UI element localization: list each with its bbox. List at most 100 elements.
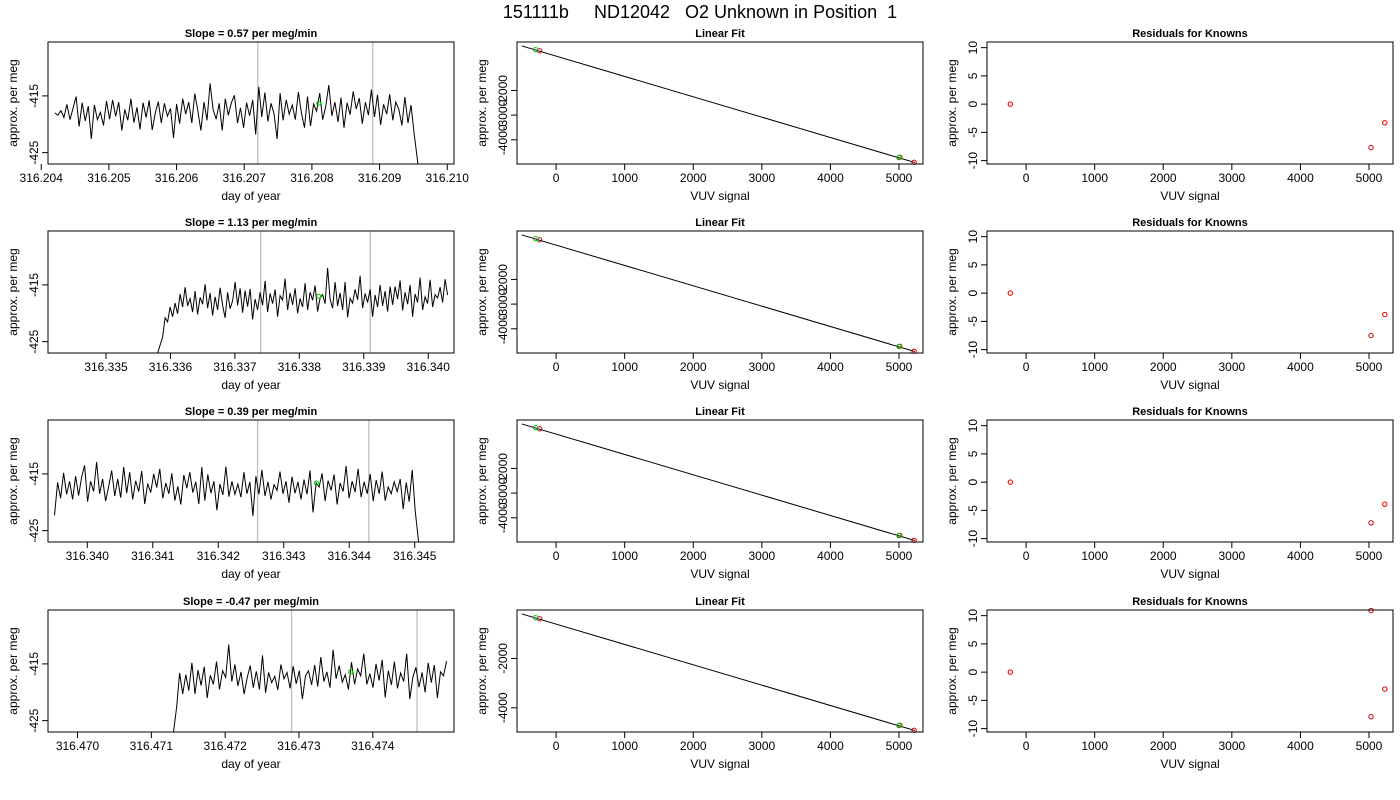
known-point	[1007, 479, 1014, 485]
x-tick-label: 316.335	[84, 360, 128, 374]
x-tick-label: 3000	[748, 171, 775, 185]
y-tick-label: -4000	[496, 692, 510, 723]
x-tick-label: 4000	[817, 739, 844, 753]
y-axis-label: approx. per meg	[475, 437, 489, 524]
plot-frame	[47, 419, 455, 543]
y-axis-label: approx. per meg	[6, 437, 20, 524]
x-tick-label: 1000	[611, 360, 638, 374]
y-tick-label: 10	[966, 41, 980, 55]
y-axis-label: approx. per meg	[6, 627, 20, 714]
chart-title: Residuals for Knowns	[1132, 28, 1248, 40]
plot-frame	[516, 230, 924, 354]
x-axis-label: day of year	[221, 567, 280, 581]
x-tick-label: 1000	[1081, 360, 1108, 374]
y-tick-label: 0	[966, 289, 980, 296]
x-tick-label: 316.341	[131, 549, 175, 563]
y-tick-label: -3000	[496, 99, 510, 130]
x-tick-label: 5000	[886, 549, 913, 563]
plot-frame	[47, 230, 455, 354]
y-tick-label: -425	[27, 329, 41, 353]
x-tick-label: 0	[553, 171, 560, 185]
fit-line	[521, 45, 915, 163]
x-tick-label: 2000	[680, 360, 707, 374]
x-tick-label: 4000	[817, 360, 844, 374]
data-trace	[157, 267, 449, 353]
x-tick-label: 3000	[1218, 739, 1245, 753]
x-tick-label: 4000	[1287, 171, 1314, 185]
y-tick-label: 0	[966, 100, 980, 107]
x-tick-label: 2000	[680, 171, 707, 185]
x-tick-label: 2000	[1150, 739, 1177, 753]
x-tick-label: 1000	[1081, 739, 1108, 753]
x-axis-label: day of year	[221, 189, 280, 203]
x-axis-label: VUV signal	[690, 378, 749, 392]
x-tick-label: 4000	[1287, 360, 1314, 374]
y-axis-label: approx. per meg	[945, 248, 959, 335]
y-axis-label: approx. per meg	[475, 248, 489, 335]
y-tick-label: -3000	[496, 477, 510, 508]
x-tick-label: 316.342	[197, 549, 241, 563]
chart-title: Slope = 0.57 per meg/min	[185, 28, 318, 40]
unknown-point	[532, 614, 539, 621]
x-tick-label: 3000	[1218, 360, 1245, 374]
x-tick-label: 0	[553, 549, 560, 563]
y-tick-label: -10	[966, 341, 980, 359]
plot-frame	[516, 419, 924, 543]
x-tick-label: 316.204	[20, 171, 64, 185]
y-tick-label: -4000	[496, 124, 510, 155]
x-tick-label: 5000	[886, 360, 913, 374]
x-tick-label: 316.210	[426, 171, 470, 185]
y-tick-label: -10	[966, 530, 980, 548]
chart-title: Slope = 1.13 per meg/min	[185, 217, 318, 229]
y-tick-label: -2000	[496, 264, 510, 295]
x-tick-label: 316.345	[393, 549, 437, 563]
unknown-point	[532, 424, 539, 431]
x-tick-label: 316.338	[278, 360, 322, 374]
x-tick-label: 316.472	[203, 739, 247, 753]
y-axis-label: approx. per meg	[945, 59, 959, 146]
plot-frame	[986, 609, 1394, 733]
data-trace	[54, 461, 420, 542]
x-tick-label: 316.206	[155, 171, 199, 185]
fit-line	[521, 613, 915, 731]
x-tick-label: 1000	[611, 739, 638, 753]
y-axis-label: approx. per meg	[475, 627, 489, 714]
fit-line	[521, 423, 915, 541]
known-point	[1382, 120, 1388, 126]
x-tick-label: 316.336	[149, 360, 193, 374]
x-tick-label: 316.339	[342, 360, 386, 374]
x-tick-label: 316.340	[407, 360, 451, 374]
y-tick-label: -4000	[496, 502, 510, 533]
known-point	[1382, 501, 1388, 507]
plot-frame	[516, 41, 924, 165]
y-axis-label: approx. per meg	[945, 437, 959, 524]
known-point	[1007, 290, 1014, 296]
x-tick-label: 0	[1023, 171, 1030, 185]
x-tick-label: 1000	[1081, 549, 1108, 563]
chart-title: Slope = -0.47 per meg/min	[183, 596, 319, 608]
data-trace	[54, 83, 419, 164]
x-tick-label: 316.473	[277, 739, 321, 753]
known-point	[1007, 101, 1014, 107]
y-tick-label: -2000	[496, 75, 510, 106]
x-tick-label: 0	[1023, 549, 1030, 563]
x-tick-label: 5000	[1356, 739, 1383, 753]
x-tick-label: 0	[1023, 739, 1030, 753]
x-tick-label: 316.470	[56, 739, 100, 753]
known-point	[1382, 311, 1388, 318]
x-tick-label: 316.343	[262, 549, 306, 563]
chart-title: Slope = 0.39 per meg/min	[185, 406, 318, 418]
x-tick-label: 2000	[1150, 549, 1177, 563]
y-tick-label: -415	[27, 462, 41, 486]
unknown-point	[896, 154, 902, 161]
x-tick-label: 5000	[1356, 549, 1383, 563]
y-tick-label: -2000	[496, 453, 510, 484]
chart-title: Linear Fit	[695, 217, 745, 229]
x-axis-label: VUV signal	[1160, 378, 1219, 392]
plot-frame	[986, 230, 1394, 354]
x-tick-label: 2000	[680, 549, 707, 563]
y-tick-label: -5	[966, 505, 980, 516]
x-tick-label: 3000	[1218, 171, 1245, 185]
mean-marker	[316, 100, 322, 106]
